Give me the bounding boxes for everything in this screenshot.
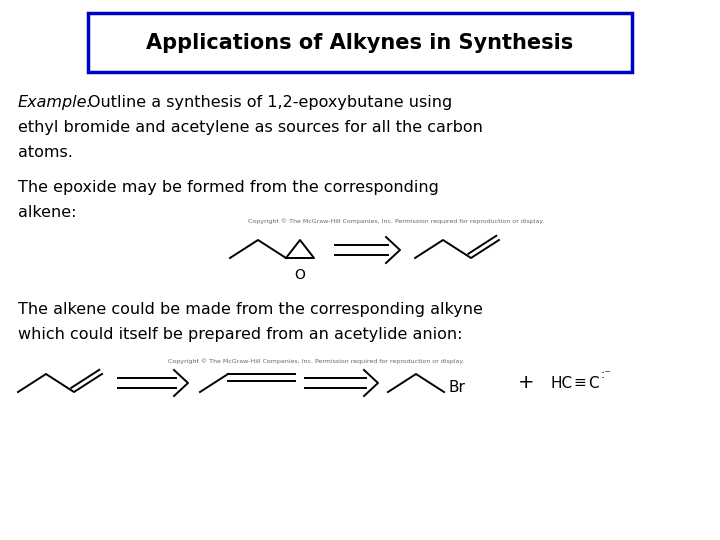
Text: O: O: [294, 268, 305, 282]
Text: :⁻: :⁻: [600, 368, 611, 381]
Text: C: C: [588, 375, 598, 390]
Text: Copyright © The McGraw-Hill Companies, Inc. Permission required for reproduction: Copyright © The McGraw-Hill Companies, I…: [248, 218, 544, 224]
Text: The epoxide may be formed from the corresponding: The epoxide may be formed from the corre…: [18, 180, 439, 195]
Text: The alkene could be made from the corresponding alkyne: The alkene could be made from the corres…: [18, 302, 483, 317]
FancyBboxPatch shape: [88, 13, 632, 72]
Text: ≡: ≡: [573, 375, 586, 390]
Text: HC: HC: [550, 375, 572, 390]
Text: Copyright © The McGraw-Hill Companies, Inc. Permission required for reproduction: Copyright © The McGraw-Hill Companies, I…: [168, 358, 464, 363]
Text: alkene:: alkene:: [18, 205, 76, 220]
Text: which could itself be prepared from an acetylide anion:: which could itself be prepared from an a…: [18, 327, 462, 342]
Text: Applications of Alkynes in Synthesis: Applications of Alkynes in Synthesis: [146, 33, 574, 53]
Text: +: +: [518, 374, 534, 393]
Text: Example:: Example:: [18, 95, 93, 110]
Text: ethyl bromide and acetylene as sources for all the carbon: ethyl bromide and acetylene as sources f…: [18, 120, 483, 135]
Text: Br: Br: [448, 381, 465, 395]
Text: Outline a synthesis of 1,2-epoxybutane using: Outline a synthesis of 1,2-epoxybutane u…: [88, 95, 452, 110]
Text: atoms.: atoms.: [18, 145, 73, 160]
